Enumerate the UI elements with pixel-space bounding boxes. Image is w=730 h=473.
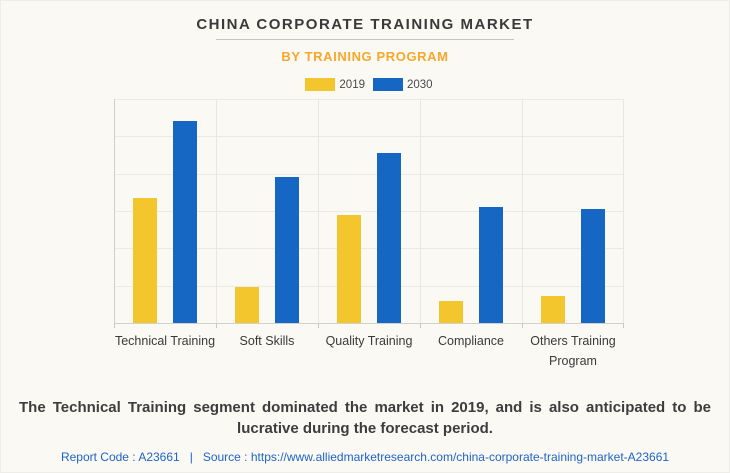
bar-2019-quality-training bbox=[337, 215, 361, 323]
gridline-horizontal bbox=[114, 248, 624, 250]
x-axis-label-others-training-program: Others Training Program bbox=[530, 334, 616, 368]
bar-2030-soft-skills bbox=[275, 177, 299, 323]
chart-legend: 2019 2030 bbox=[1, 78, 729, 91]
bar-group-compliance bbox=[420, 99, 522, 323]
bar-2030-compliance bbox=[479, 206, 503, 323]
bar-group-soft-skills bbox=[216, 99, 318, 323]
summary-text: The Technical Training segment dominated… bbox=[19, 399, 711, 437]
gridline-horizontal bbox=[114, 173, 624, 175]
x-axis-tick bbox=[522, 324, 523, 328]
report-code: Report Code : A23661 bbox=[60, 450, 180, 464]
title-divider bbox=[216, 39, 514, 40]
page-title: CHINA CORPORATE TRAINING MARKET bbox=[196, 16, 534, 33]
bar-2030-technical-training bbox=[173, 121, 197, 323]
gridline-vertical bbox=[216, 99, 217, 323]
gridline-horizontal bbox=[114, 99, 624, 100]
gridline-horizontal bbox=[114, 211, 624, 212]
legend-label-2030: 2030 bbox=[407, 78, 433, 91]
gridline-vertical bbox=[318, 99, 319, 323]
x-axis-label-quality-training: Quality Training bbox=[325, 334, 413, 348]
bar-2019-soft-skills bbox=[235, 287, 259, 323]
bar-2019-others-training-program bbox=[541, 296, 565, 323]
legend-label-2019: 2019 bbox=[339, 78, 365, 91]
bar-2019-compliance bbox=[439, 300, 463, 323]
x-axis-tick bbox=[420, 324, 421, 328]
gridline-horizontal bbox=[114, 285, 624, 287]
bar-group-others-training-program bbox=[522, 99, 624, 323]
footer: Report Code : A23661 | Source : https://ww… bbox=[1, 450, 729, 464]
legend-swatch-2030 bbox=[373, 78, 403, 91]
footer-separator: | bbox=[189, 450, 193, 464]
x-axis-label-technical-training: Technical Training bbox=[114, 334, 216, 348]
legend-swatch-2019 bbox=[305, 78, 336, 91]
bar-group-quality-training bbox=[318, 99, 420, 323]
bar-chart: Technical Training Soft Skills Quality Tra… bbox=[1, 99, 729, 371]
chart-subtitle: BY TRAINING PROGRAM bbox=[281, 49, 449, 64]
gridline-vertical bbox=[420, 99, 421, 323]
gridline-vertical bbox=[623, 99, 624, 323]
source-label: Source : bbox=[202, 450, 248, 464]
y-axis-line bbox=[114, 99, 115, 323]
plot-area bbox=[114, 99, 624, 328]
x-axis-tick bbox=[318, 324, 319, 328]
x-axis-label-soft-skills: Soft Skills bbox=[239, 334, 295, 348]
x-axis-tick bbox=[216, 324, 217, 328]
x-axis-tick bbox=[623, 324, 624, 328]
gridline-vertical bbox=[522, 99, 523, 323]
source-link[interactable]: https://www.alliedmarketresearch.com/chi… bbox=[250, 450, 670, 464]
bar-group-technical-training bbox=[114, 99, 216, 323]
gridline-horizontal bbox=[114, 136, 624, 138]
x-axis-tick bbox=[114, 324, 115, 328]
x-axis-labels: Technical Training Soft Skills Quality Tra… bbox=[114, 331, 624, 371]
x-axis-label-compliance: Compliance bbox=[437, 334, 504, 348]
bar-2030-quality-training bbox=[377, 152, 401, 323]
bar-2030-others-training-program bbox=[581, 208, 605, 323]
bar-2019-technical-training bbox=[133, 197, 157, 323]
